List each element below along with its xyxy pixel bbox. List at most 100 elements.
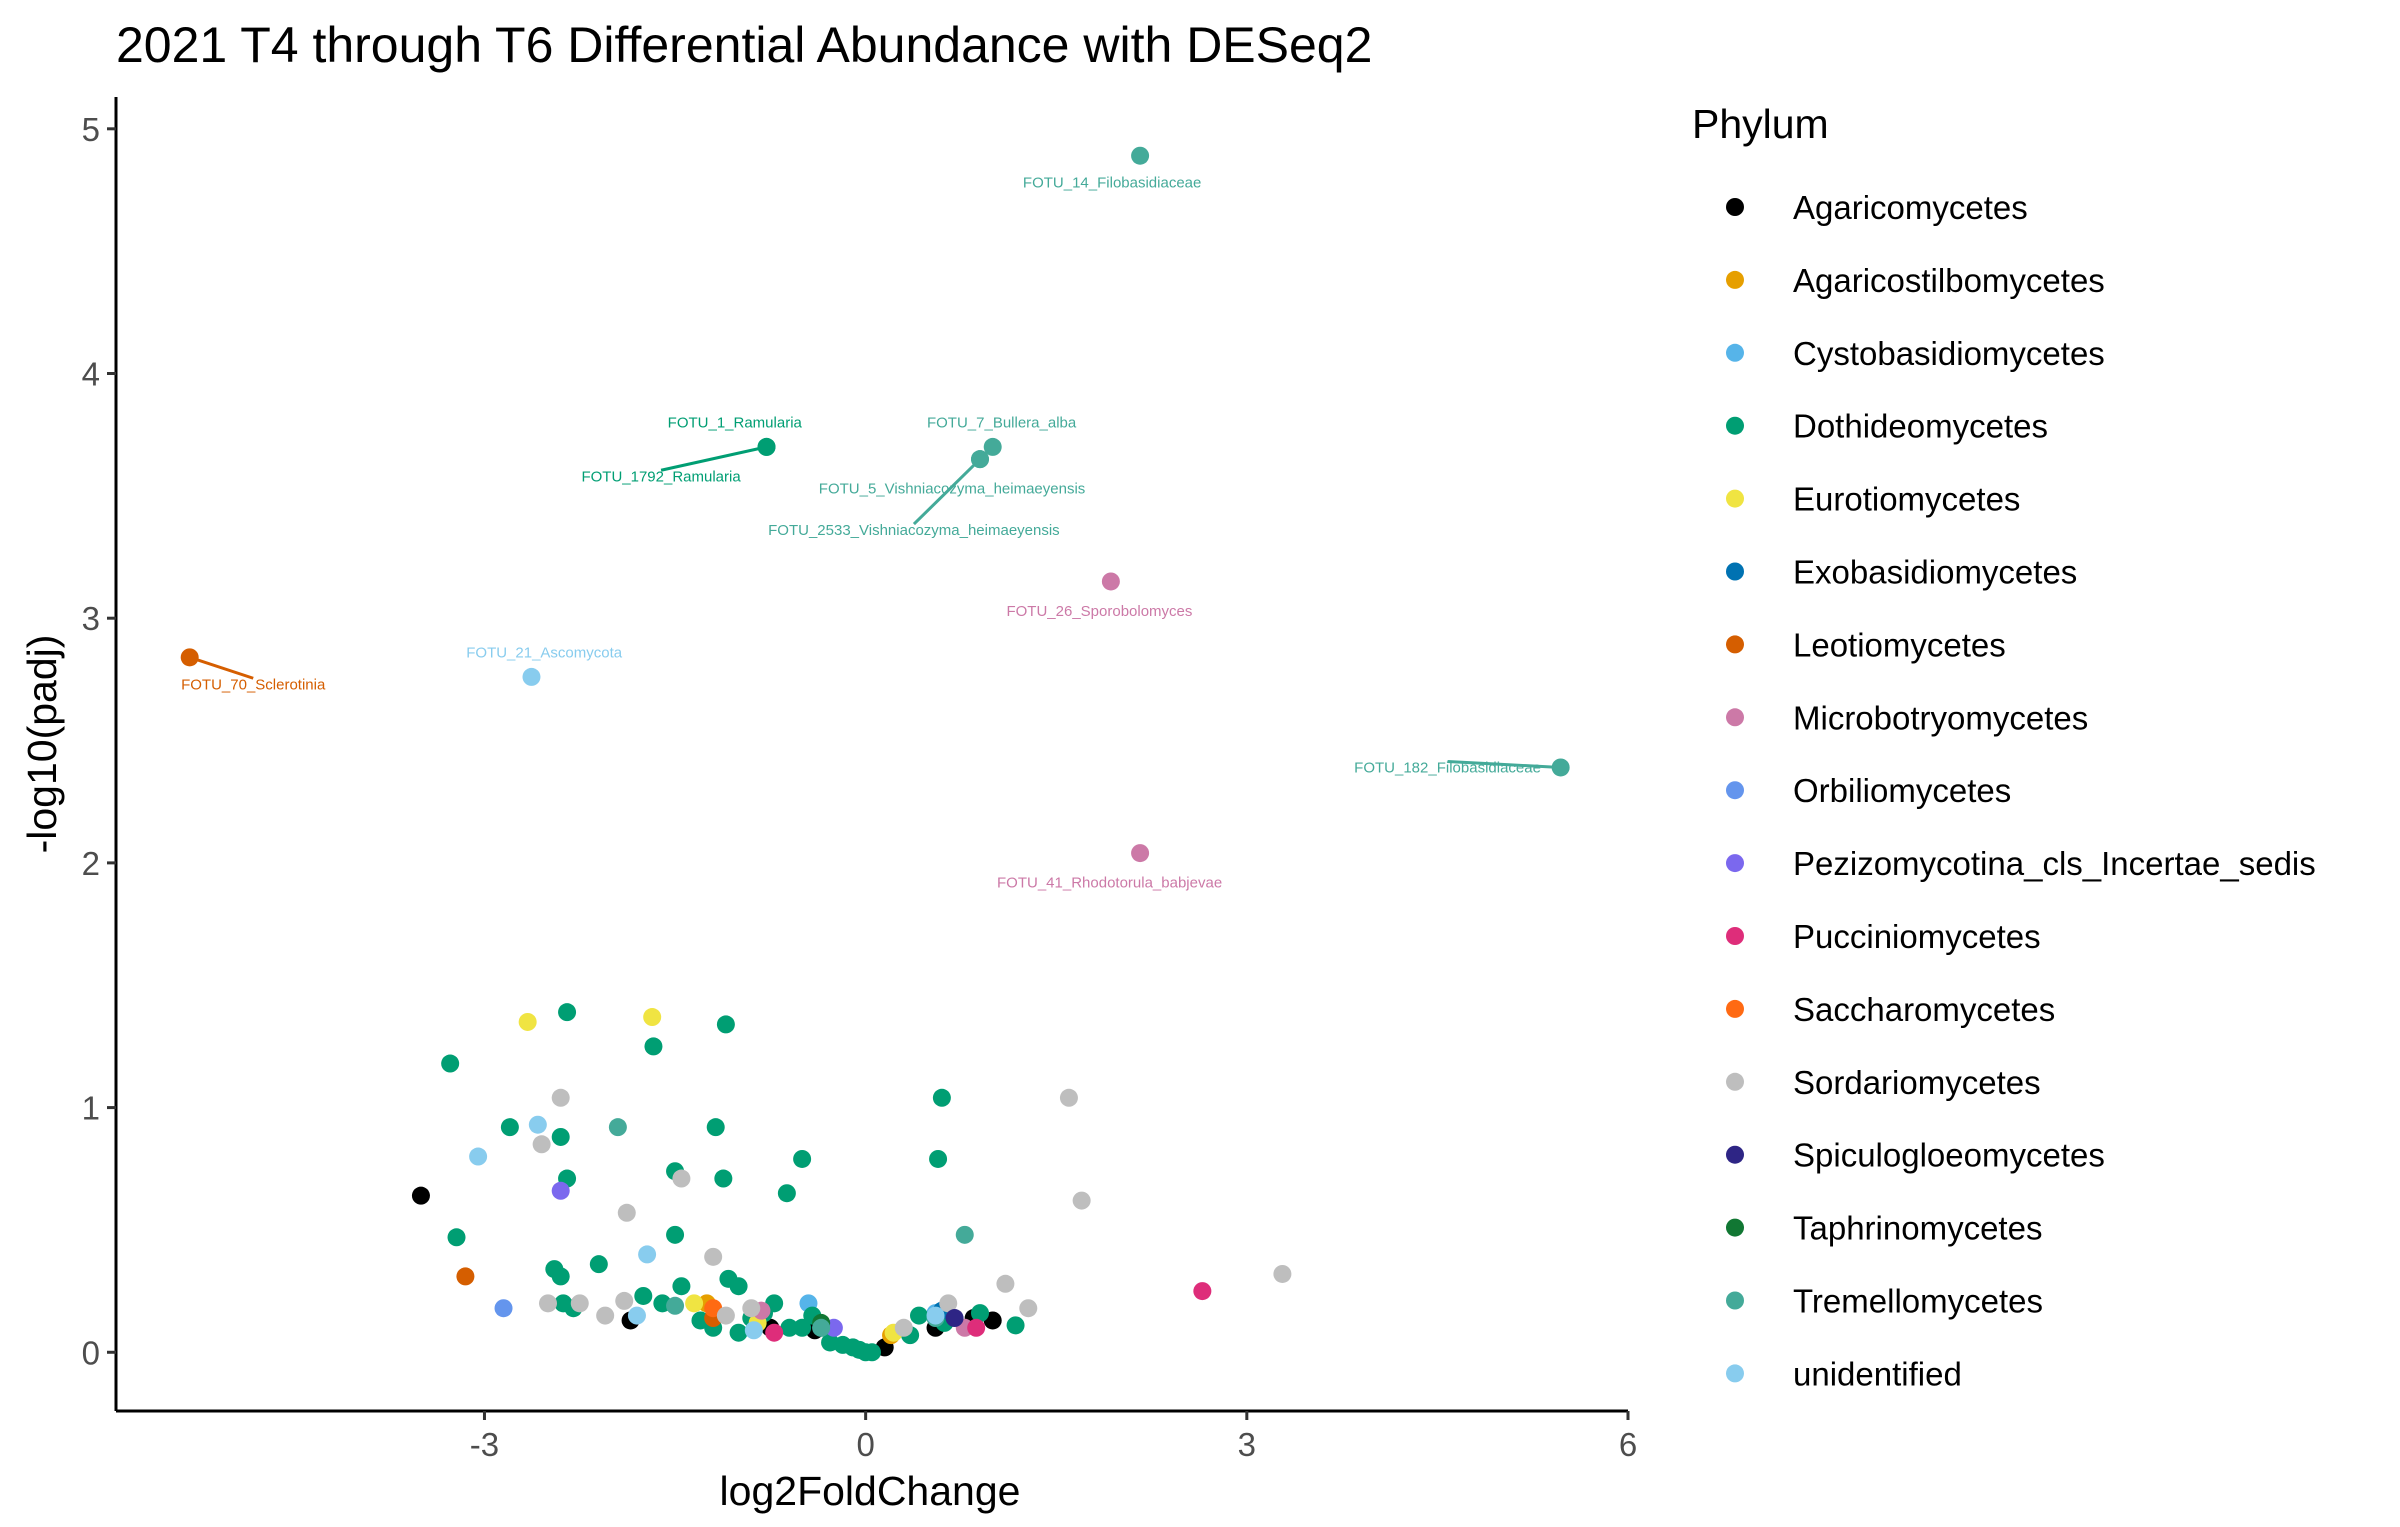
legend-label: unidentified (1793, 1355, 1962, 1392)
data-point (494, 1299, 513, 1318)
data-point (608, 1118, 627, 1137)
data-point (932, 1088, 951, 1107)
point-label: FOTU_7_Bullera_alba (927, 414, 1077, 431)
data-point (1019, 1299, 1038, 1318)
point-label: FOTU_182_Filobasidiaceae (1354, 759, 1541, 776)
x-axis-title: log2FoldChange (720, 1468, 1021, 1514)
data-point (672, 1277, 691, 1296)
data-point (894, 1318, 913, 1337)
legend-label: Agaricostilbomycetes (1793, 262, 2105, 299)
legend-key (1726, 1364, 1744, 1383)
data-point (441, 1054, 460, 1073)
legend-key (1726, 1072, 1744, 1091)
data-point (757, 437, 776, 456)
data-point (716, 1015, 735, 1034)
data-point (1101, 572, 1120, 591)
data-point (589, 1255, 608, 1274)
data-point (666, 1296, 685, 1315)
legend-label: Agaricomycetes (1793, 189, 2028, 226)
legend-key (1726, 416, 1744, 435)
y-tick-label: 0 (82, 1334, 100, 1371)
data-point (1131, 844, 1150, 863)
data-point (634, 1286, 653, 1305)
x-tick-label: 3 (1238, 1426, 1256, 1463)
point-label: FOTU_70_Sclerotinia (181, 676, 326, 693)
point-label: FOTU_14_Filobasidiaceae (1023, 175, 1201, 192)
data-point (539, 1294, 557, 1313)
legend-label: Sordariomycetes (1793, 1064, 2041, 1101)
data-point (744, 1321, 763, 1340)
legend-key (1726, 635, 1744, 654)
data-point (532, 1135, 551, 1154)
data-point (780, 1318, 799, 1337)
data-point (643, 1008, 662, 1027)
data-point (522, 667, 541, 686)
chart-title: 2021 T4 through T6 Differential Abundanc… (116, 17, 1372, 73)
legend-title: Phylum (1692, 101, 1829, 147)
data-point (863, 1343, 881, 1362)
point-label: FOTU_2533_Vishniacozyma_heimaeyensis (768, 522, 1060, 539)
legend-key (1726, 343, 1744, 362)
data-point (615, 1291, 634, 1310)
data-point (551, 1127, 570, 1146)
data-point (617, 1203, 636, 1222)
data-point (180, 648, 199, 667)
data-point (793, 1149, 812, 1168)
x-tick-label: -3 (470, 1426, 499, 1463)
data-point (729, 1277, 748, 1296)
point-label: FOTU_1792_Ramularia (581, 468, 741, 485)
data-point (983, 437, 1002, 456)
data-point (411, 1186, 430, 1205)
data-point (729, 1323, 748, 1342)
data-point (765, 1323, 784, 1342)
data-point (706, 1118, 725, 1137)
x-tick-label: 0 (856, 1426, 874, 1463)
label-segment (660, 445, 767, 472)
point-label: FOTU_21_Ascomycota (466, 644, 623, 661)
data-point (1131, 146, 1150, 165)
label-segment (912, 458, 982, 526)
legend-key (1726, 927, 1744, 945)
legend-label: Microbotryomycetes (1793, 699, 2088, 736)
data-point (945, 1309, 964, 1328)
legend-key (1726, 781, 1744, 800)
data-point (570, 1294, 589, 1313)
data-point (1059, 1088, 1078, 1107)
data-point (714, 1169, 733, 1188)
y-axis-title: -log10(padj) (19, 635, 65, 854)
data-point (1273, 1264, 1292, 1283)
legend-label: Saccharomycetes (1793, 991, 2055, 1028)
data-point (793, 1318, 812, 1337)
legend-key (1726, 1145, 1744, 1164)
legend-key (1726, 270, 1744, 289)
data-point (596, 1306, 615, 1325)
data-point (716, 1306, 735, 1325)
data-point (704, 1247, 723, 1266)
data-point (558, 1003, 577, 1022)
legend-key (1726, 198, 1744, 216)
label-segment (1447, 759, 1561, 769)
legend-key (1726, 1218, 1744, 1237)
data-point (939, 1294, 958, 1313)
legend-key (1726, 562, 1744, 581)
data-point (1006, 1316, 1025, 1335)
data-point (929, 1149, 948, 1168)
data-point (469, 1147, 488, 1166)
data-point (967, 1318, 986, 1337)
data-point (1551, 758, 1570, 777)
data-point (456, 1267, 475, 1286)
data-point (777, 1184, 796, 1203)
legend-key (1726, 854, 1744, 873)
legend-label: Spiculogloeomycetes (1793, 1137, 2105, 1174)
data-point (500, 1118, 519, 1137)
data-point (666, 1225, 685, 1244)
data-point (644, 1037, 663, 1056)
data-point (996, 1274, 1015, 1293)
point-labels: FOTU_14_Filobasidiaceae FOTU_1_Ramularia F… (181, 175, 1561, 891)
data-point (518, 1012, 537, 1031)
legend-label: Pezizomycotina_cls_Incertae_sedis (1793, 845, 2316, 882)
data-point (971, 1304, 989, 1323)
data-point (1072, 1191, 1091, 1210)
legend-label: Eurotiomycetes (1793, 481, 2020, 518)
